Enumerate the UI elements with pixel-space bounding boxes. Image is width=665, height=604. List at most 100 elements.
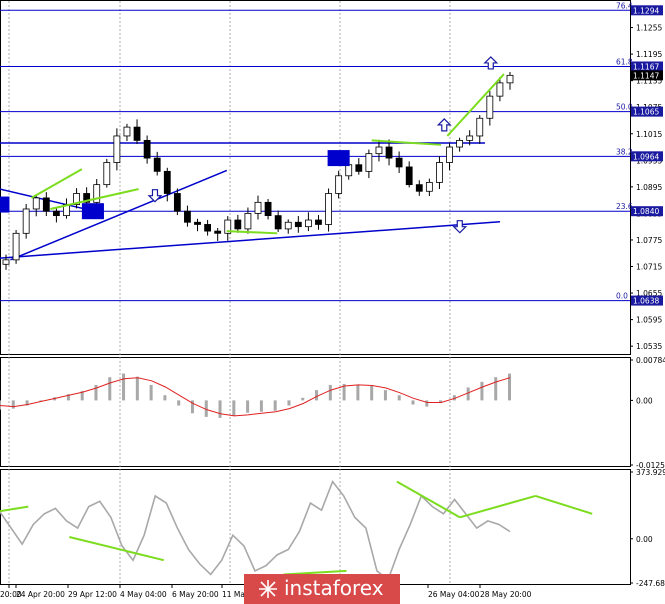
main-pane-frame (0, 0, 631, 355)
macd-bar-33 (452, 395, 456, 401)
price-tag-bg-5 (631, 206, 663, 217)
divergence-line-0 (50, 188, 139, 210)
fib-labels: 76.4 61.8 50.0 38.2 23.6 0.0 (616, 1, 633, 300)
price-tag-label-6: 1.0638 (633, 297, 659, 306)
price-tick-label-8: 1.0775 (636, 236, 662, 245)
candle-body-50 (506, 74, 514, 84)
cci-axis: 373.9298 0.00 -247.6866 (630, 468, 665, 588)
candle-body-49 (496, 82, 504, 97)
cci-divergence-line-1 (69, 536, 165, 562)
macd-bar-24 (328, 384, 332, 401)
candle-body-42 (425, 182, 433, 192)
macd-bar-25 (342, 383, 346, 401)
candle-body-2 (22, 208, 30, 234)
candle-body-37 (375, 146, 383, 155)
macd-bar-10 (135, 376, 139, 401)
cci-divergence-line-3 (396, 480, 461, 519)
candle-body-33 (335, 175, 343, 194)
candle-body-18 (184, 210, 191, 223)
logo-text: instaforex (284, 576, 384, 600)
price-tick-label-6: 1.0895 (636, 183, 662, 192)
macd-bar-17 (232, 400, 236, 416)
candle-body-28 (284, 221, 292, 230)
candle-body-0 (2, 259, 10, 265)
macd-tick-label-2: -0.01254 (636, 461, 665, 470)
price-tag-bg-4 (631, 151, 663, 162)
vertical-grid (8, 1, 451, 585)
macd-bar-7 (94, 384, 98, 401)
macd-bar-28 (383, 390, 387, 401)
cci-divergence-line-2 (283, 569, 347, 576)
zone-marker-1 (81, 203, 104, 220)
candle-body-26 (264, 201, 272, 217)
candle-body-43 (436, 162, 443, 183)
macd-bar-19 (259, 400, 263, 412)
macd-bar-27 (370, 385, 374, 401)
candle-body-24 (244, 212, 252, 230)
macd-tick-label-0: 0.00784 (636, 356, 665, 365)
candle-body-22 (224, 219, 232, 234)
fib-label-2: 50.0 (616, 103, 633, 112)
price-tag-label-5: 1.0840 (633, 207, 659, 216)
time-label-7: 28 May 20:00 (480, 590, 532, 599)
macd-bar-5 (66, 394, 70, 401)
time-label-4: 6 May 20:00 (172, 590, 219, 599)
fib-label-3: 38.2 (616, 147, 633, 156)
cci-divergence-line-0 (0, 505, 29, 513)
macd-bar-29 (397, 395, 401, 401)
candle-body-13 (133, 126, 141, 141)
macd-bar-12 (163, 395, 167, 401)
macd-bar-30 (411, 400, 415, 405)
fib-label-1: 61.8 (616, 57, 633, 66)
candle-body-46 (466, 135, 474, 141)
macd-bar-26 (356, 384, 360, 401)
macd-bar-6 (80, 391, 84, 401)
candle-body-39 (395, 157, 403, 168)
candle-body-30 (304, 219, 312, 228)
time-label-5: 11 Ma (222, 590, 245, 599)
candle-body-10 (103, 162, 111, 186)
zone-marker-0 (0, 196, 10, 213)
macd-bar-2 (25, 400, 29, 406)
fib-label-0: 76.4 (616, 1, 633, 10)
candle-body-48 (486, 95, 494, 119)
candle-body-19 (194, 221, 201, 225)
price-tick-label-10: 1.0655 (636, 289, 662, 298)
arrow-up-1 (436, 118, 452, 132)
fib-label-5: 0.0 (616, 292, 628, 301)
candle-body-8 (83, 193, 91, 203)
candle-body-31 (315, 219, 322, 225)
candle-body-21 (214, 230, 222, 234)
candle-body-14 (143, 139, 151, 159)
candle-body-44 (446, 146, 453, 163)
price-tick-label-4: 1.1015 (636, 130, 662, 139)
macd-bar-15 (204, 400, 208, 417)
arrow-up-0 (483, 56, 499, 70)
arrow-down-3 (452, 220, 468, 234)
candle-body-1 (12, 232, 20, 261)
candle-body-45 (456, 139, 464, 148)
macd-bar-1 (11, 400, 15, 409)
macd-bar-18 (246, 400, 250, 413)
candle-body-17 (173, 193, 181, 212)
macd-bar-23 (315, 390, 319, 401)
trend-line-2 (0, 221, 501, 259)
price-tick-label-12: 1.0535 (636, 342, 662, 351)
macd-bar-35 (480, 381, 484, 401)
price-tag-bg-1 (631, 61, 663, 72)
candle-body-11 (113, 135, 121, 163)
candle-body-9 (93, 184, 101, 203)
cci-divergence-line-4 (459, 494, 536, 519)
price-tick-label-2: 1.1135 (636, 77, 662, 86)
candle-body-29 (294, 221, 302, 228)
time-label-6: 26 May 04:00 (428, 590, 480, 599)
price-tag-label-2: 1.1147 (633, 71, 659, 80)
candle-body-36 (365, 153, 373, 172)
price-tag-bg-3 (631, 106, 663, 117)
divergence-line-1 (31, 168, 83, 199)
price-tag-bg-6 (631, 295, 663, 306)
macd-bar-9 (122, 373, 126, 401)
macd-bar-13 (177, 400, 181, 406)
